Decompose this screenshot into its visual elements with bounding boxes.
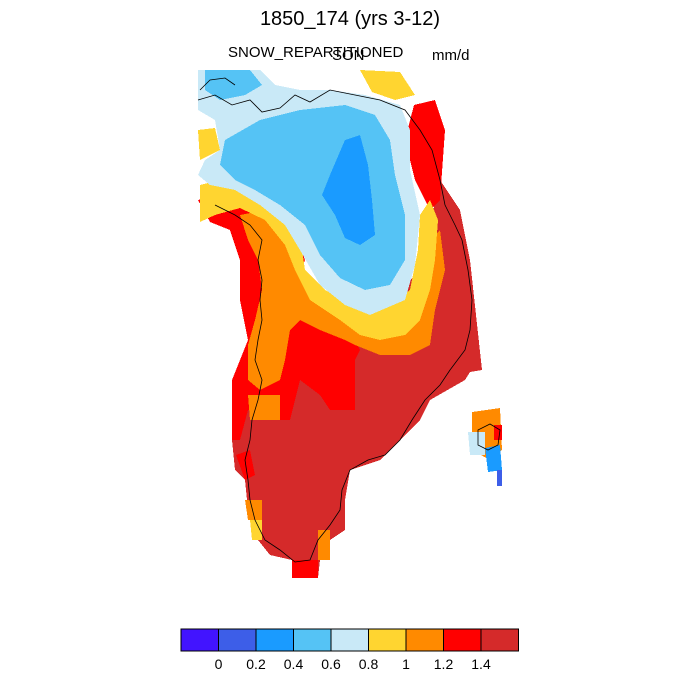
- colorbar-boxes: [180, 628, 519, 652]
- region-island-blue: [485, 445, 502, 472]
- colorbar-box: [405, 628, 444, 652]
- season-label: SON: [332, 47, 365, 64]
- region-island-indigo: [497, 470, 502, 486]
- colorbar-box: [368, 628, 407, 652]
- region-island-light: [468, 432, 485, 455]
- field-layer: [198, 70, 502, 578]
- region-bright-blue: [322, 135, 375, 245]
- region-yellow-s: [250, 520, 262, 540]
- colorbar-tick-label: 0.4: [284, 656, 304, 672]
- colorbar-tick-label: 0: [215, 656, 223, 672]
- region-orange-tip: [318, 530, 330, 560]
- region-orange-s: [245, 500, 262, 520]
- colorbar-box: [218, 628, 257, 652]
- colorbar-box: [480, 628, 519, 652]
- colorbar-ticks: 0 0.2 0.4 0.6 0.8 1 1.2 1.4: [215, 656, 491, 672]
- colorbar-box: [180, 628, 219, 652]
- region-orange-sw: [248, 395, 280, 420]
- region-yellow-nw: [198, 128, 220, 160]
- colorbar-tick-label: 0.8: [359, 656, 379, 672]
- variable-label: SNOW_REPARTITIONED: [228, 44, 404, 61]
- colorbar-tick-label: 1: [402, 656, 410, 672]
- colorbar-tick-label: 0.2: [246, 656, 266, 672]
- colorbar-box: [255, 628, 294, 652]
- colorbar-box: [443, 628, 482, 652]
- colorbar-tick-label: 1.2: [434, 656, 454, 672]
- region-yellow: [200, 180, 438, 340]
- region-blue-nw: [205, 70, 262, 100]
- units-label: mm/d: [432, 47, 470, 64]
- coastline: [197, 77, 501, 563]
- colorbar-tick-label: 1.4: [471, 656, 491, 672]
- colorbar-tick-label: 0.6: [321, 656, 341, 672]
- region-yellow-n: [360, 70, 415, 100]
- colorbar-box: [330, 628, 369, 652]
- region-island-red: [494, 425, 502, 440]
- region-red-east: [405, 100, 445, 210]
- plot-title: 1850_174 (yrs 3-12): [259, 8, 441, 30]
- colorbar-box: [293, 628, 332, 652]
- region-red-tip: [292, 560, 318, 578]
